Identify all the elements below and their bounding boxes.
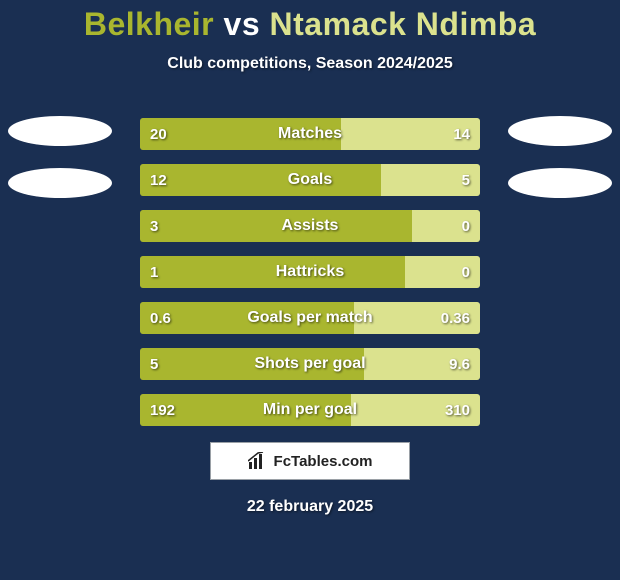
stat-label: Assists: [140, 210, 480, 242]
stat-row: Goals12 5: [140, 164, 480, 196]
stat-value-right: 0.36: [431, 302, 480, 334]
stat-label: Hattricks: [140, 256, 480, 288]
comparison-graphic: Belkheir vs Ntamack Ndimba Club competit…: [0, 0, 620, 580]
subtitle: Club competitions, Season 2024/2025: [0, 55, 620, 73]
stats-table: Matches2014Goals125Assists30Hattricks10G…: [140, 118, 480, 440]
page-title: Belkheir vs Ntamack Ndimba: [0, 0, 620, 43]
stat-row: Assists3 0: [140, 210, 480, 242]
stat-row: Shots per goal5 9.6: [140, 348, 480, 380]
title-vs: vs: [224, 6, 261, 42]
brand-badge: FcTables.com: [210, 442, 410, 480]
stat-value-left: 192: [140, 394, 185, 426]
stat-row: Goals per match0.6 0.36: [140, 302, 480, 334]
stat-row: Min per goal192 310: [140, 394, 480, 426]
stat-value-left: 1: [140, 256, 168, 288]
stat-value-left: 12: [140, 164, 177, 196]
avatar-ellipse: [508, 168, 612, 198]
stat-label: Min per goal: [140, 394, 480, 426]
stat-value-left: 0.6: [140, 302, 181, 334]
avatar-placeholder-left: [8, 116, 112, 220]
stat-value-right: 9.6: [439, 348, 480, 380]
stat-label: Matches: [140, 118, 480, 150]
brand-text: FcTables.com: [274, 453, 373, 470]
stat-row: Hattricks1 0: [140, 256, 480, 288]
avatar-placeholder-right: [508, 116, 612, 220]
stat-label: Goals per match: [140, 302, 480, 334]
stat-value-right: 0: [452, 210, 480, 242]
stat-value-left: 5: [140, 348, 168, 380]
stat-value-right: 5: [452, 164, 480, 196]
player2-name: Ntamack Ndimba: [270, 6, 537, 42]
player1-name: Belkheir: [84, 6, 214, 42]
avatar-ellipse: [508, 116, 612, 146]
stat-value-left: 3: [140, 210, 168, 242]
stat-value-right: 0: [452, 256, 480, 288]
stat-value-right: 14: [443, 118, 480, 150]
bar-chart-icon: [248, 452, 268, 470]
avatar-ellipse: [8, 116, 112, 146]
stat-value-left: 20: [140, 118, 177, 150]
avatar-ellipse: [8, 168, 112, 198]
stat-value-right: 310: [435, 394, 480, 426]
stat-label: Shots per goal: [140, 348, 480, 380]
stat-label: Goals: [140, 164, 480, 196]
stat-row: Matches20 14: [140, 118, 480, 150]
date-text: 22 february 2025: [0, 498, 620, 516]
